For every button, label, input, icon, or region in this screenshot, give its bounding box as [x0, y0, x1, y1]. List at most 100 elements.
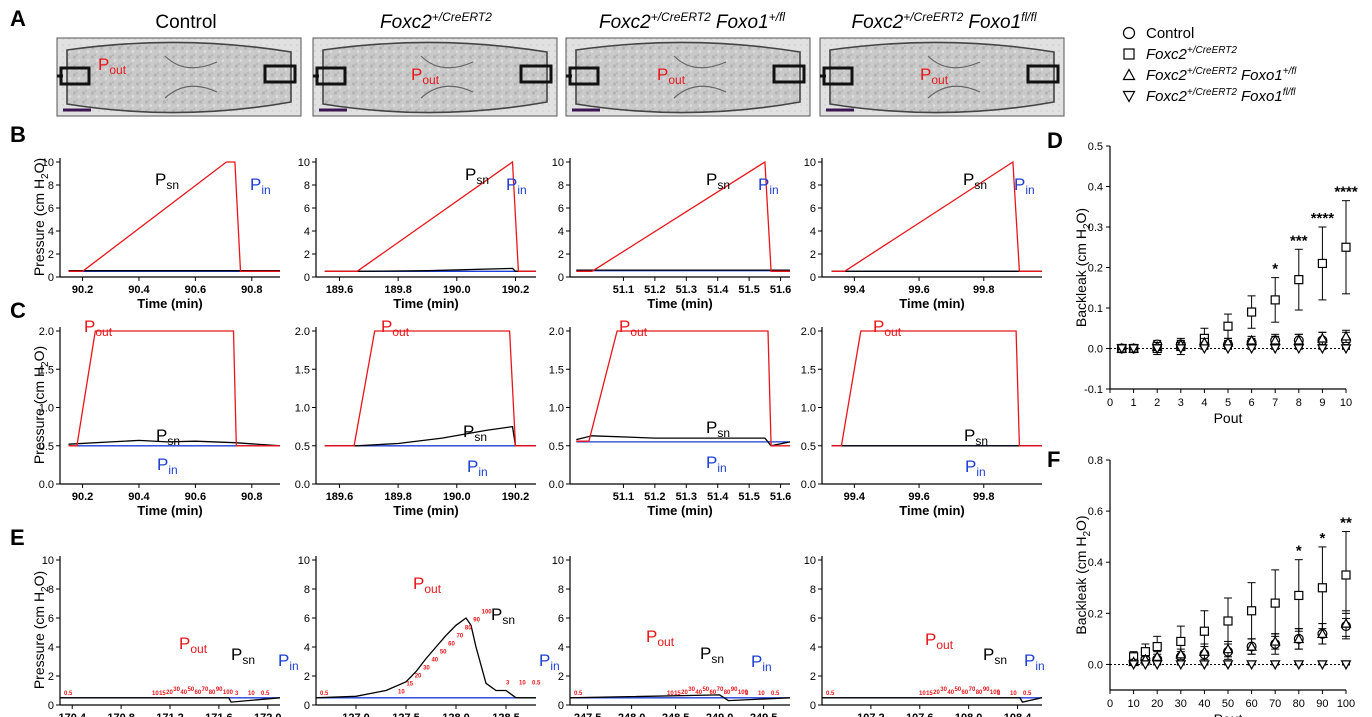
data-point: [1270, 598, 1280, 608]
y-tick-label: 1.5: [549, 364, 564, 376]
legend: Control Foxc2+/CreERT2 Foxc2+/CreERT2 Foxo1…: [1122, 25, 1297, 105]
data-point: [1317, 258, 1328, 269]
x-tick-label: 99.8: [973, 284, 994, 296]
x-tick-label: 172.0: [254, 712, 282, 717]
pipette-right: [1026, 64, 1060, 84]
valve-leaflet: [420, 85, 474, 99]
x-tick-label: 127.5: [392, 712, 420, 717]
y-tick-label: 4: [558, 642, 564, 654]
psn-label: Psn: [964, 426, 988, 448]
y-tick-label: 1.0: [39, 403, 54, 415]
pin-label: Pin: [965, 457, 986, 479]
x-tick-label: 9: [1319, 397, 1325, 409]
y-tick-label: 6: [810, 203, 816, 215]
data-point: [1246, 344, 1258, 355]
y-axis-title: Backleak (cm H2O): [1073, 208, 1093, 327]
series-square: [1128, 531, 1351, 663]
step-label: 100: [738, 690, 749, 696]
x-tick-label: 20: [1151, 698, 1163, 710]
x-tick-label: 40: [1198, 698, 1210, 710]
x-tick-label: 70: [1269, 698, 1281, 710]
y-tick-label: 0: [304, 272, 310, 284]
x-axis-title: Time (min): [137, 296, 203, 311]
y-tick-label: 4: [810, 642, 816, 654]
data-point: [1116, 344, 1128, 355]
y-tick-label: 0.0: [549, 479, 564, 491]
data-point: [1128, 344, 1140, 355]
pout-trace: [324, 330, 536, 447]
y-tick-label: 0: [48, 700, 54, 712]
x-tick-label: 99.4: [844, 491, 866, 503]
data-point: [1175, 648, 1187, 659]
y-tick-label: 0.5: [1088, 141, 1103, 153]
y-tick-label: 6: [810, 613, 816, 625]
y-tick-label: 8: [48, 180, 54, 192]
y-tick-label: 6: [48, 613, 54, 625]
y-tick-label: 0: [810, 272, 816, 284]
y-tick-label: 0.2: [1088, 263, 1103, 275]
x-tick-label: 107.2: [857, 712, 885, 717]
series-triangle-up: [1128, 610, 1352, 667]
y-axis-title: Backleak (cm H2O): [1073, 515, 1093, 634]
y-tick-label: 0.0: [295, 479, 310, 491]
x-tick-label: 170.8: [107, 712, 135, 717]
data-point: [1293, 660, 1305, 671]
vessel-photo: [312, 37, 558, 117]
vessel-body: [66, 41, 292, 114]
step-label: 40: [180, 690, 187, 696]
psn-label: Psn: [706, 170, 730, 192]
pout-label: Pout: [381, 317, 410, 339]
trace-panel: 0246810107.2107.6108.0108.4Time (min)Pou…: [804, 555, 1045, 717]
x-tick-label: 51.6: [770, 491, 791, 503]
x-axis-title: Time (min): [899, 503, 965, 518]
psn-label: Psn: [491, 605, 515, 627]
pout-label: Pout: [925, 630, 954, 652]
x-axis-title: Time (min): [647, 296, 713, 311]
x-tick-label: 99.6: [908, 491, 929, 503]
legend-marker: [1122, 68, 1136, 81]
x-tick-label: 7: [1272, 397, 1278, 409]
data-point: [1341, 242, 1351, 252]
y-tick-label: 2: [558, 671, 564, 683]
pout-trace: [576, 330, 790, 447]
x-tick-label: 90: [1316, 698, 1328, 710]
vessel-body: [575, 41, 801, 114]
legend-marker: [1123, 48, 1135, 60]
legend-item: Foxc2+/CreERT2: [1123, 45, 1237, 63]
y-tick-label: 8: [810, 180, 816, 192]
pout-trace: [68, 330, 280, 447]
y-tick-label: 1.0: [295, 403, 310, 415]
x-tick-label: 30: [1175, 698, 1187, 710]
y-tick-label: 10: [298, 157, 310, 169]
x-tick-label: 60: [1245, 698, 1257, 710]
step-label: 0.5: [320, 691, 329, 697]
pout-trace: [576, 160, 790, 272]
panel-label-d: D: [1047, 128, 1063, 153]
psn-trace: [68, 439, 281, 447]
x-tick-label: 10: [1127, 698, 1139, 710]
legend-label: Foxc2+/CreERT2 Foxo1+/fl: [1146, 66, 1297, 84]
x-tick-label: 99.6: [908, 284, 929, 296]
panel-label-e: E: [10, 525, 25, 550]
vessel-body: [322, 41, 548, 114]
x-tick-label: 189.8: [384, 491, 412, 503]
column-title-foxc2-foxo1-het: Foxc2+/CreERT2 Foxo1+/fl: [599, 10, 785, 33]
psn-label: Psn: [231, 645, 255, 667]
valve-leaflet: [420, 55, 474, 69]
pin-label: Pin: [1014, 175, 1035, 197]
x-axis-title: Time (min): [647, 503, 713, 518]
step-label: 0.5: [771, 691, 780, 697]
y-tick-label: 0.1: [1088, 303, 1103, 315]
data-point: [1151, 660, 1163, 671]
y-tick-label: 2.0: [295, 326, 310, 338]
y-tick-label: 0.0: [1088, 659, 1103, 671]
x-tick-label: 10: [1340, 397, 1352, 409]
significance-annotation: ****: [1311, 210, 1335, 227]
step-label: 90: [216, 687, 223, 693]
x-tick-label: 99.8: [973, 491, 994, 503]
psn-label: Psn: [463, 422, 487, 444]
y-tick-label: 6: [304, 203, 310, 215]
y-axis-title: Pressure (cm H2O): [31, 571, 51, 689]
step-label: 80: [976, 690, 983, 696]
